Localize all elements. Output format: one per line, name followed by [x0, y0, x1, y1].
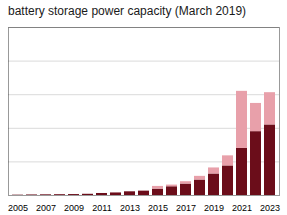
svg-text:2009: 2009: [64, 203, 84, 213]
svg-text:2017: 2017: [176, 203, 196, 213]
svg-text:2007: 2007: [36, 203, 56, 213]
svg-text:2023: 2023: [260, 203, 280, 213]
svg-text:2021: 2021: [232, 203, 252, 213]
html-text:battery storage power capacity: battery storage power capacity (March 20…: [8, 4, 247, 18]
svg-text:2019: 2019: [204, 203, 224, 213]
svg-text:2011: 2011: [92, 203, 111, 213]
svg-text:2013: 2013: [120, 203, 140, 213]
svg-text:2005: 2005: [8, 203, 28, 213]
svg-text:2015: 2015: [148, 203, 168, 213]
